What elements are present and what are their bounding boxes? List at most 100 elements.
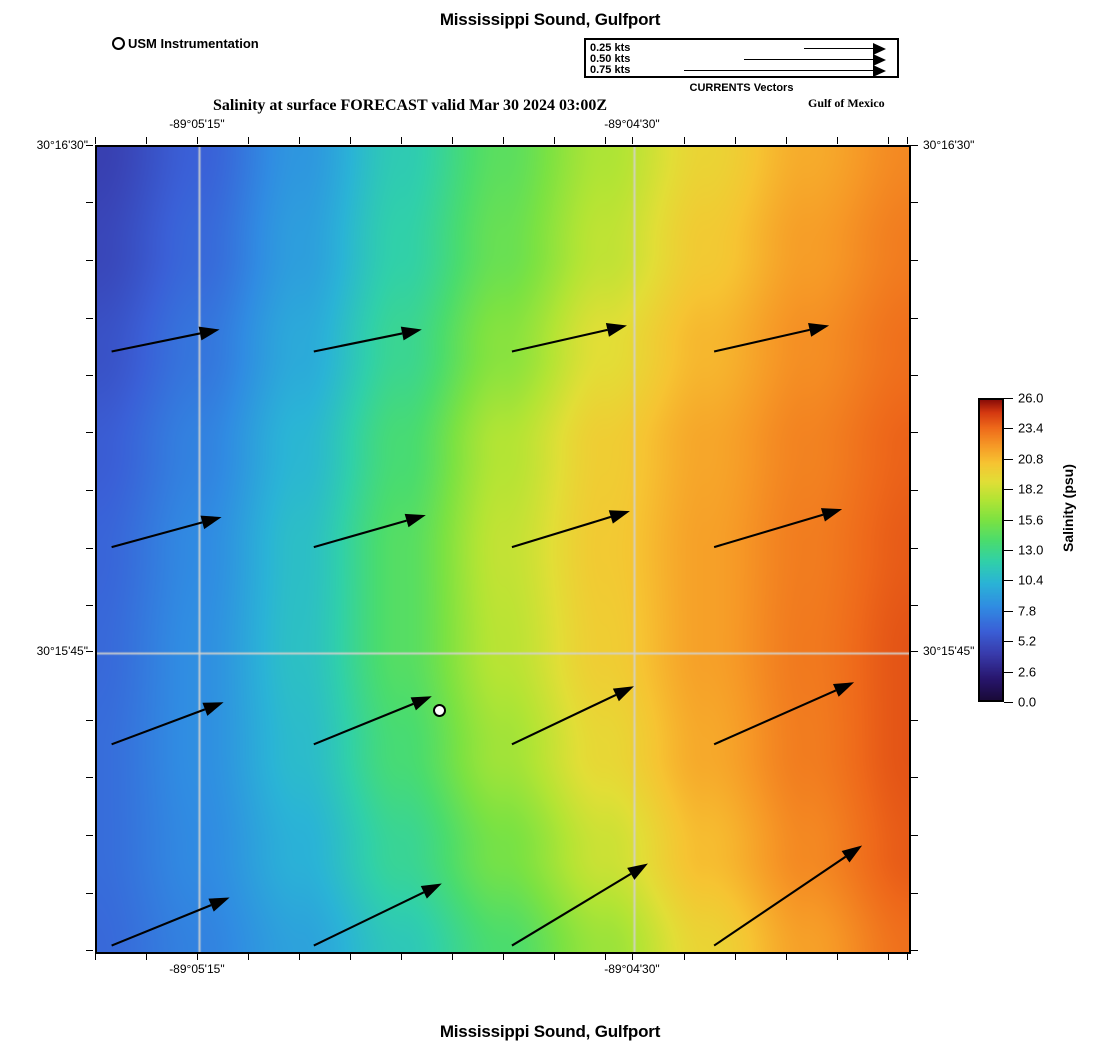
lon-label-bottom: -89°05'15": [169, 962, 225, 976]
region-label: Gulf of Mexico: [808, 96, 885, 110]
axis-tick-x: [247, 953, 249, 960]
axis-tick-x: [502, 953, 504, 960]
axis-tick-y: [911, 202, 918, 204]
axis-tick-x: [400, 953, 402, 960]
colorbar-tick-label: 0.0: [1018, 694, 1037, 710]
axis-tick-x: [145, 953, 147, 960]
page-title: Mississippi Sound, Gulfport: [439, 10, 661, 29]
axis-tick-x: [631, 137, 633, 144]
axis-tick-x: [786, 137, 787, 144]
axis-tick-x: [247, 137, 249, 144]
axis-tick-y: [911, 432, 918, 434]
axis-tick-y: [911, 547, 918, 549]
axis-tick-x: [604, 137, 606, 144]
lon-label-bottom: -89°04'30": [604, 962, 660, 976]
colorbar-tick-label: 15.6: [1018, 512, 1044, 528]
axis-tick-y: [911, 777, 918, 779]
axis-tick-x: [631, 953, 633, 960]
lat-label-mid-left: 30°15'45": [36, 644, 88, 659]
axis-tick-x: [836, 137, 838, 144]
axis-tick-x: [145, 137, 147, 144]
colorbar-tick-label: 23.4: [1018, 420, 1044, 436]
axis-tick-y: [911, 374, 918, 376]
colorbar-tick: [1004, 519, 1013, 521]
axis-tick-x: [553, 137, 555, 144]
colorbar-tick-label: 18.2: [1018, 481, 1044, 497]
axis-tick-y: [86, 720, 93, 721]
axis-tick-x: [451, 137, 453, 144]
colorbar-tick-label: 13.0: [1018, 542, 1044, 558]
usm-instrumentation-key: USM Instrumentation: [112, 36, 259, 51]
colorbar-tick-label: 2.6: [1018, 664, 1037, 680]
axis-tick-y: [86, 432, 93, 434]
axis-tick-x: [887, 953, 889, 960]
colorbar-tick: [1004, 428, 1013, 430]
axis-tick-x: [786, 953, 787, 960]
axis-tick-y: [86, 490, 93, 492]
currents-legend-caption: CURRENTS Vectors: [689, 82, 794, 94]
lat-label-mid-right: 30°15'45": [923, 644, 975, 659]
axis-tick-y: [911, 834, 918, 836]
colorbar-tick: [1004, 671, 1013, 673]
colorbar-tick: [1004, 458, 1013, 460]
currents-legend-arrow-head: [873, 54, 886, 66]
axis-tick-y: [86, 260, 93, 262]
currents-legend-arrow-shaft: [744, 59, 874, 60]
circle-marker-icon: [112, 37, 125, 50]
axis-tick-x: [95, 137, 96, 144]
lon-label-top: -89°04'30": [604, 117, 660, 131]
currents-legend-row: 0.75 kts: [586, 64, 897, 77]
axis-tick-x: [887, 137, 889, 144]
axis-tick-x: [684, 137, 686, 144]
currents-legend-speed-label: 0.25 kts: [590, 42, 631, 54]
currents-legend-arrow-head: [873, 43, 886, 55]
currents-legend-box: 0.25 kts 0.50 kts 0.75 kts: [584, 38, 899, 78]
colorbar-gradient: [978, 398, 1004, 702]
axis-tick-y: [86, 892, 93, 894]
currents-legend-arrow-shaft: [684, 70, 874, 71]
axis-tick-x: [735, 137, 737, 144]
usm-station-marker[interactable]: [432, 704, 446, 718]
axis-tick-x: [836, 953, 838, 960]
axis-tick-y: [86, 374, 93, 376]
currents-legend-arrow-head: [873, 65, 886, 77]
colorbar-tick: [1004, 610, 1013, 612]
axis-tick-x: [553, 953, 555, 960]
axis-tick-x: [684, 953, 686, 960]
colorbar-tick: [1004, 550, 1013, 551]
salinity-map[interactable]: [95, 145, 911, 954]
colorbar-tick-label: 26.0: [1018, 390, 1044, 406]
axis-tick-y: [911, 892, 918, 894]
axis-tick-y: [911, 720, 918, 721]
axis-tick-x: [451, 953, 453, 960]
axis-tick-y: [86, 834, 93, 836]
axis-tick-y: [86, 145, 93, 146]
currents-legend-speed-label: 0.75 kts: [590, 64, 631, 76]
colorbar-tick: [1004, 641, 1013, 643]
currents-legend-arrow-shaft: [804, 48, 874, 49]
usm-instrumentation-label: USM Instrumentation: [128, 36, 259, 51]
axis-tick-y: [86, 317, 93, 319]
axis-tick-x: [196, 953, 198, 960]
lat-label-top-right: 30°16'30": [923, 138, 975, 152]
lat-label-top-left: 30°16'30": [36, 138, 88, 152]
lon-label-top: -89°05'15": [169, 117, 225, 131]
axis-tick-y: [86, 547, 93, 549]
axis-tick-y: [86, 777, 93, 779]
axis-tick-x: [735, 953, 737, 960]
axis-tick-y: [911, 604, 918, 606]
axis-tick-x: [298, 953, 300, 960]
axis-tick-x: [349, 953, 351, 960]
colorbar-tick: [1004, 489, 1013, 491]
colorbar-tick: [1004, 398, 1013, 399]
colorbar-axis-title: Salinity (psu): [1060, 464, 1076, 552]
currents-legend-row: 0.50 kts: [586, 53, 897, 66]
axis-tick-y: [911, 260, 918, 262]
axis-tick-y: [911, 145, 918, 146]
axis-tick-x: [400, 137, 402, 144]
axis-tick-y: [911, 651, 918, 653]
colorbar-tick: [1004, 580, 1013, 582]
salinity-field-canvas: [97, 147, 909, 952]
axis-tick-y: [86, 651, 93, 653]
colorbar-tick: [1004, 702, 1013, 703]
